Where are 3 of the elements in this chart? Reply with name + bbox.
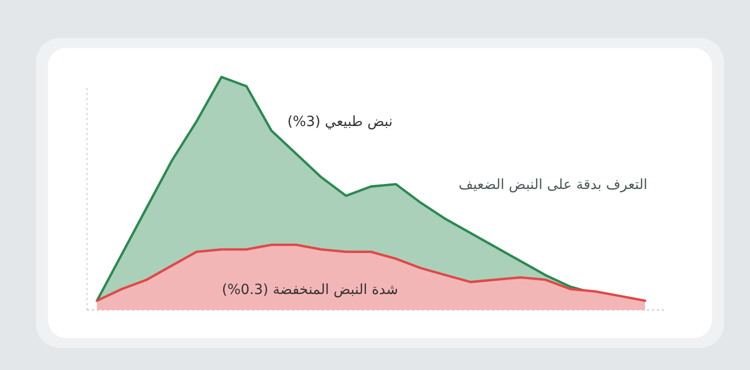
annotation: التعرف بدقة على النبض الضعيف [458,176,648,194]
series-label: شدة النبض المنخفضة (0.3%) [220,281,400,299]
series-label: نبض طبيعي (3%) [286,113,394,131]
